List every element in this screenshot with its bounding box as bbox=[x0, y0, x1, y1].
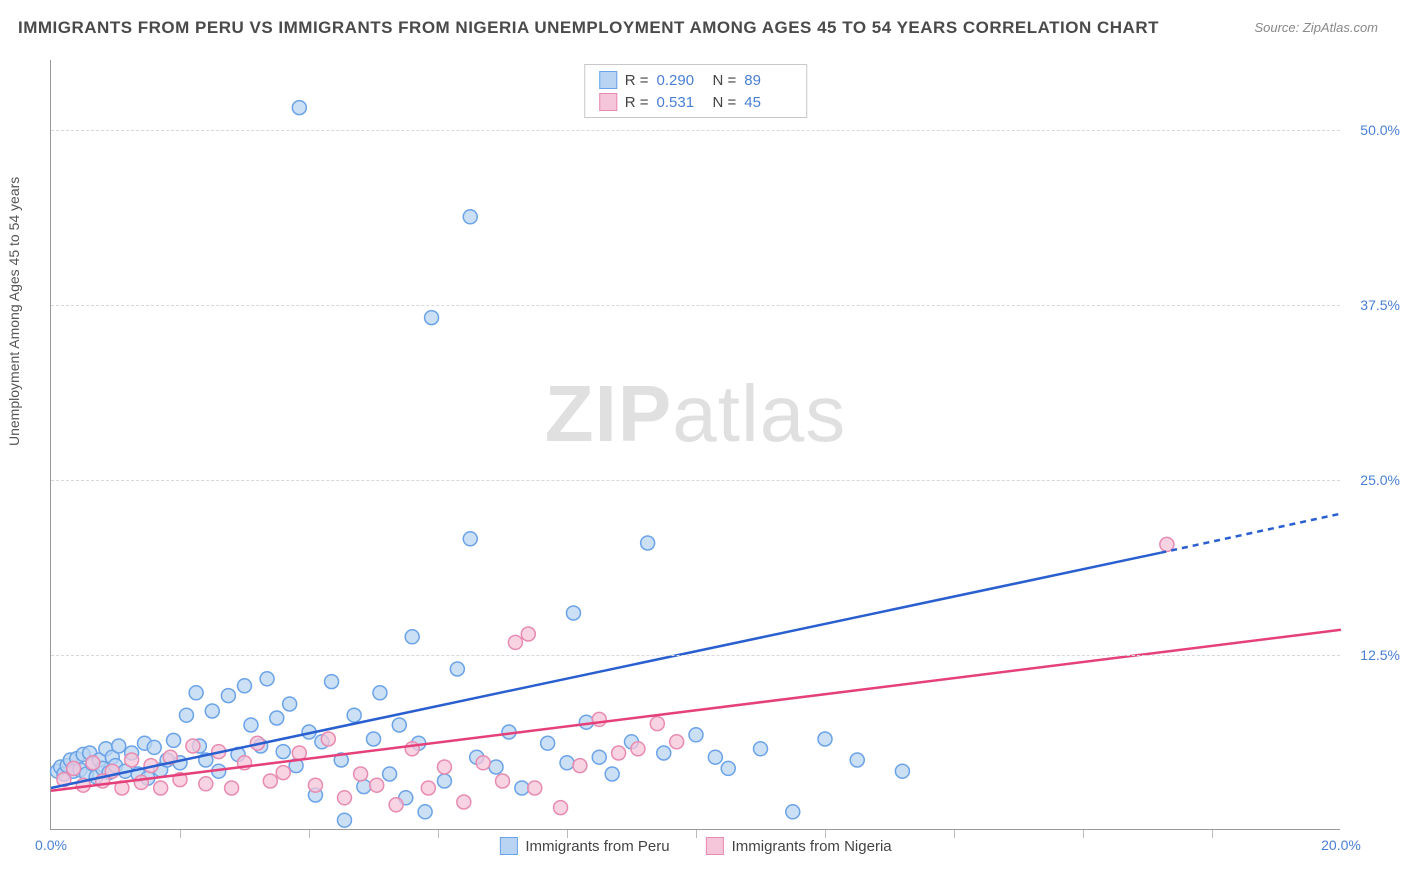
x-tick-label: 20.0% bbox=[1321, 837, 1361, 853]
legend-label-peru: Immigrants from Peru bbox=[525, 838, 669, 855]
scatter-svg bbox=[51, 60, 1340, 829]
y-tick-label: 50.0% bbox=[1345, 122, 1400, 138]
stats-row-nigeria: R = 0.531 N = 45 bbox=[599, 91, 793, 113]
n-value-nigeria: 45 bbox=[744, 94, 792, 111]
plot-area: ZIPatlas R = 0.290 N = 89 R = 0.531 N = … bbox=[50, 60, 1340, 830]
legend-item-peru: Immigrants from Peru bbox=[499, 837, 669, 855]
r-value-peru: 0.290 bbox=[657, 72, 705, 89]
source-label: Source: ZipAtlas.com bbox=[1254, 20, 1378, 35]
r-label: R = bbox=[625, 72, 649, 89]
r-value-nigeria: 0.531 bbox=[657, 94, 705, 111]
y-tick-label: 25.0% bbox=[1345, 472, 1400, 488]
legend-label-nigeria: Immigrants from Nigeria bbox=[732, 838, 892, 855]
n-label: N = bbox=[713, 72, 737, 89]
stats-legend: R = 0.290 N = 89 R = 0.531 N = 45 bbox=[584, 64, 808, 118]
x-legend: Immigrants from Peru Immigrants from Nig… bbox=[499, 837, 891, 855]
stats-row-peru: R = 0.290 N = 89 bbox=[599, 69, 793, 91]
y-tick-label: 37.5% bbox=[1345, 297, 1400, 313]
chart-title: IMMIGRANTS FROM PERU VS IMMIGRANTS FROM … bbox=[18, 18, 1159, 38]
n-value-peru: 89 bbox=[744, 72, 792, 89]
n-label: N = bbox=[713, 94, 737, 111]
swatch-peru bbox=[599, 71, 617, 89]
y-tick-label: 12.5% bbox=[1345, 647, 1400, 663]
swatch-nigeria-icon bbox=[706, 837, 724, 855]
legend-item-nigeria: Immigrants from Nigeria bbox=[706, 837, 892, 855]
r-label: R = bbox=[625, 94, 649, 111]
y-axis-label: Unemployment Among Ages 45 to 54 years bbox=[6, 177, 22, 446]
swatch-nigeria bbox=[599, 93, 617, 111]
x-tick-label: 0.0% bbox=[35, 837, 67, 853]
swatch-peru-icon bbox=[499, 837, 517, 855]
